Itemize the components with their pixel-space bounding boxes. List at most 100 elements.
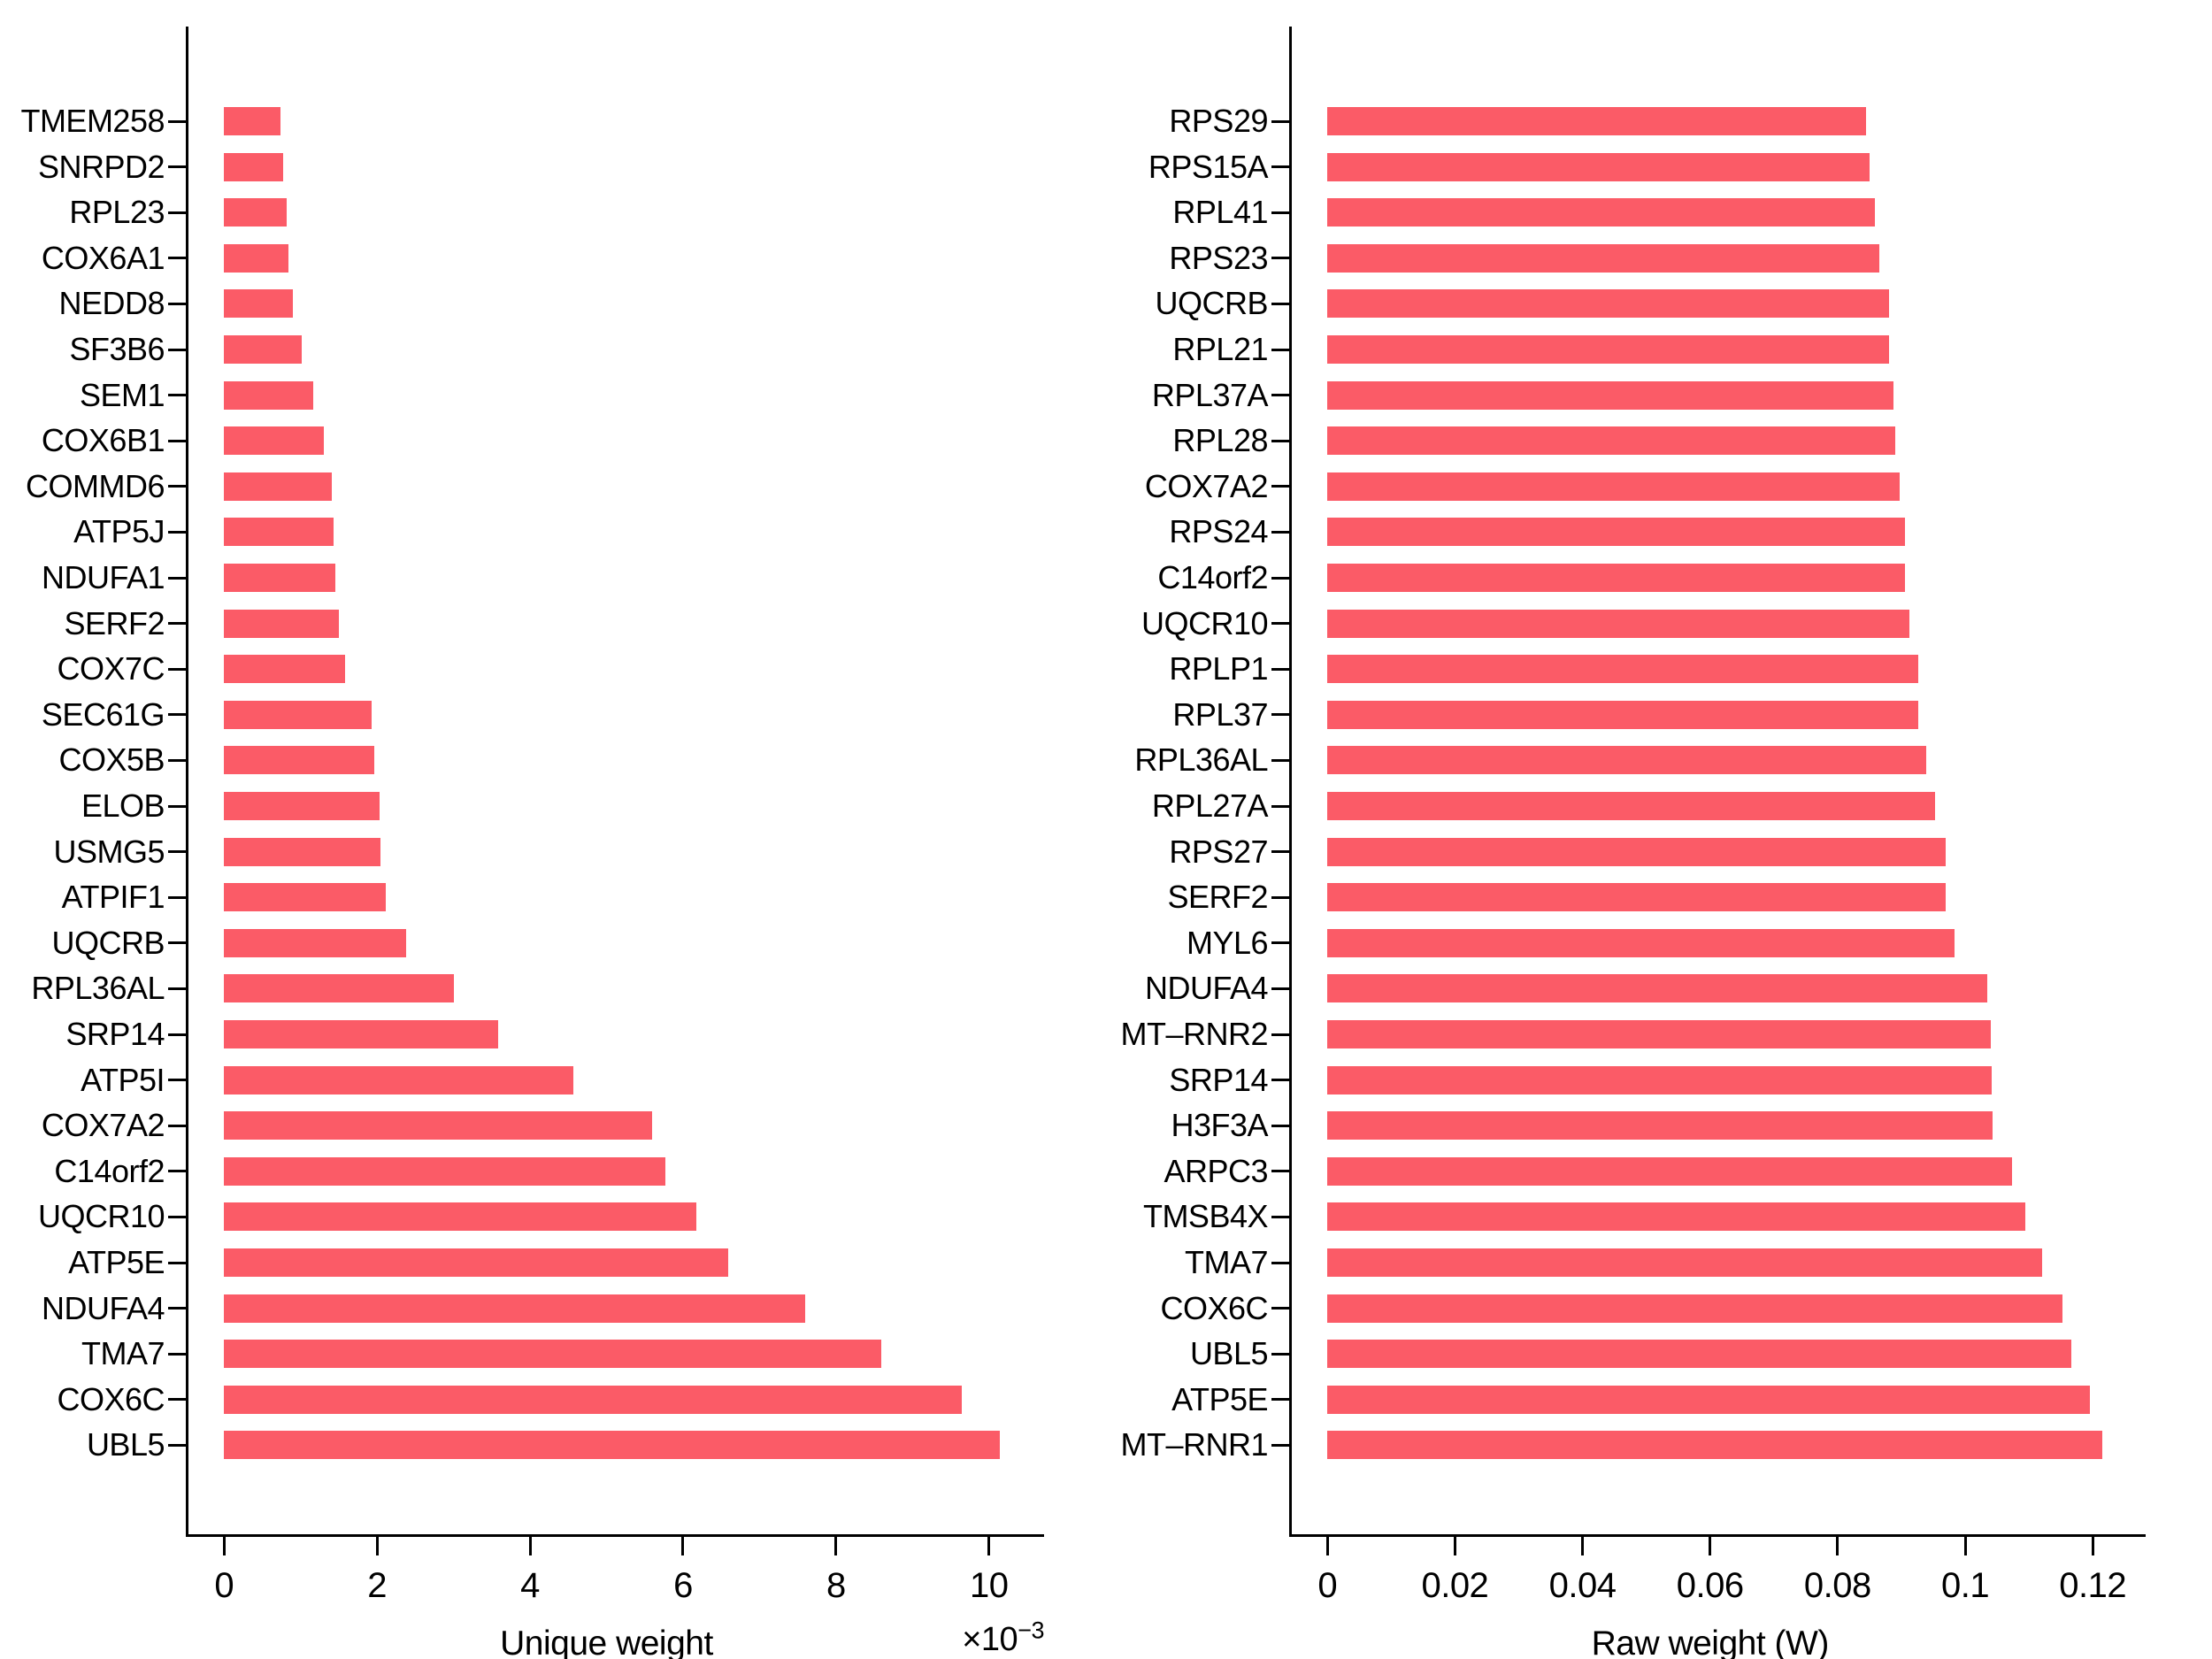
bar: [1327, 198, 1876, 227]
y-tick: [168, 165, 186, 169]
y-category-label: UQCRB: [1155, 285, 1268, 322]
x-tick: [1709, 1534, 1712, 1555]
y-tick: [1271, 302, 1289, 305]
y-category-label: MT–RNR1: [1120, 1426, 1268, 1463]
y-category-label: ATP5E: [68, 1244, 165, 1280]
bar: [1327, 928, 1955, 957]
bar: [224, 152, 283, 181]
y-category-label: SEM1: [79, 376, 165, 413]
x-tick-label: 0.04: [1548, 1566, 1617, 1605]
bar: [1327, 472, 1900, 501]
bar: [1327, 837, 1947, 866]
bar: [1327, 380, 1893, 410]
y-tick: [1271, 1124, 1289, 1127]
y-tick: [168, 1033, 186, 1036]
bar: [224, 655, 345, 684]
y-category-label: UQCRB: [51, 924, 165, 961]
bar: [224, 1065, 574, 1094]
y-tick: [1271, 576, 1289, 580]
bar: [1327, 1294, 2063, 1323]
bar: [1327, 1065, 1992, 1094]
y-category-label: RPS24: [1169, 513, 1268, 550]
y-category-label: RPL28: [1172, 422, 1268, 459]
bar: [1327, 700, 1918, 729]
bar: [1327, 1020, 1991, 1048]
bar: [1327, 883, 1947, 912]
y-tick: [168, 302, 186, 305]
x-tick-label: 10: [970, 1566, 1009, 1605]
y-category-label: COX5B: [58, 741, 165, 779]
bar: [1327, 655, 1918, 684]
y-tick: [168, 257, 186, 260]
y-category-label: RPS15A: [1148, 148, 1269, 185]
y-category-label: SEC61G: [41, 695, 165, 733]
y-tick: [1271, 1398, 1289, 1402]
x-tick: [375, 1534, 379, 1555]
y-category-label: RPL36AL: [31, 970, 165, 1007]
bar: [224, 837, 381, 866]
x-tick-label: 0: [1317, 1566, 1338, 1605]
y-tick: [168, 394, 186, 397]
y-category-label: RPL21: [1172, 331, 1268, 367]
y-tick: [168, 348, 186, 351]
y-category-label: SRP14: [1169, 1061, 1268, 1098]
bar: [224, 1294, 806, 1323]
bar: [1327, 1385, 2091, 1414]
y-category-label: SRP14: [65, 1016, 165, 1052]
bar: [1327, 792, 1936, 820]
bar: [1327, 974, 1987, 1003]
y-category-label: RPL23: [69, 194, 165, 231]
bar: [1327, 335, 1890, 364]
y-tick: [168, 1170, 186, 1173]
y-tick: [1271, 850, 1289, 854]
bar: [1327, 1248, 2043, 1277]
y-category-label: COX7A2: [41, 1107, 165, 1144]
bar: [1327, 746, 1927, 775]
y-category-label: SERF2: [64, 604, 165, 641]
y-category-label: NDUFA4: [1144, 970, 1269, 1007]
bar: [224, 746, 374, 775]
y-tick: [168, 439, 186, 442]
y-tick: [1271, 1170, 1289, 1173]
bar: [224, 1111, 653, 1141]
y-tick: [1271, 804, 1289, 808]
y-category-label: COX6C: [57, 1380, 165, 1417]
y-category-label: C14orf2: [1157, 559, 1268, 595]
y-tick: [1271, 1033, 1289, 1036]
x-tick: [681, 1534, 685, 1555]
y-category-label: ATP5E: [1171, 1380, 1268, 1417]
bar: [224, 472, 333, 501]
bar: [1327, 609, 1910, 638]
bar: [1327, 243, 1880, 273]
y-category-label: COX7C: [57, 650, 165, 687]
y-tick: [168, 530, 186, 534]
bar: [224, 380, 314, 410]
bar: [224, 1340, 881, 1369]
bar: [224, 1385, 963, 1414]
x-tick-label: 0.06: [1676, 1566, 1744, 1605]
y-category-label: RPL37A: [1151, 376, 1269, 413]
x-tick-label: 0: [214, 1566, 234, 1605]
y-tick: [1271, 348, 1289, 351]
x-tick-label: 8: [826, 1566, 846, 1605]
x-tick: [222, 1534, 226, 1555]
x-tick-label: 4: [520, 1566, 540, 1605]
y-tick: [1271, 895, 1289, 899]
y-category-label: RPL36AL: [1134, 741, 1268, 779]
y-category-label: NEDD8: [58, 285, 165, 322]
y-tick: [1271, 211, 1289, 214]
bar: [224, 518, 334, 547]
x-tick: [2091, 1534, 2094, 1555]
bar: [224, 1156, 666, 1186]
y-category-label: COX7A2: [1144, 467, 1269, 504]
y-category-label: RPL37: [1172, 695, 1268, 733]
y-tick: [168, 758, 186, 762]
y-tick: [168, 1261, 186, 1264]
y-tick: [1271, 1443, 1289, 1447]
bar: [224, 107, 281, 135]
y-category-label: COX6B1: [41, 422, 165, 459]
x-tick-label: 0.02: [1421, 1566, 1489, 1605]
y-tick: [1271, 1215, 1289, 1218]
y-category-label: RPLP1: [1169, 650, 1268, 687]
x-tick: [834, 1534, 838, 1555]
